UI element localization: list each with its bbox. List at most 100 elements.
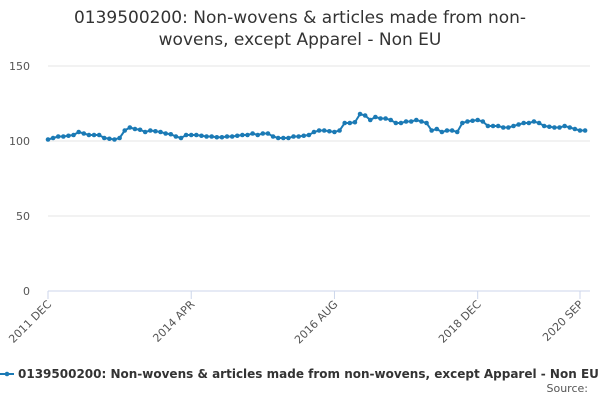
point [255, 132, 261, 138]
point [403, 119, 409, 124]
point [132, 126, 138, 132]
point [383, 116, 388, 121]
point [281, 135, 286, 141]
point [332, 129, 337, 135]
point [158, 129, 163, 135]
point [424, 120, 429, 126]
point [485, 123, 491, 129]
point [582, 128, 588, 133]
x-tick-label: 2014 APR [150, 298, 197, 345]
point [552, 125, 557, 130]
point [444, 128, 450, 133]
point [408, 119, 414, 124]
point [112, 137, 117, 142]
point [286, 135, 291, 141]
point [96, 132, 102, 138]
x-tick-label: 2011 DEC [6, 298, 54, 346]
point [506, 125, 511, 130]
point [577, 128, 583, 133]
point [188, 132, 194, 138]
point [373, 114, 378, 120]
point [142, 129, 148, 135]
point [316, 128, 322, 133]
point [475, 117, 480, 123]
point [245, 132, 250, 138]
point [107, 136, 112, 142]
point [260, 131, 266, 136]
point [516, 122, 521, 127]
point [470, 118, 475, 124]
point [194, 132, 199, 138]
point [449, 128, 455, 133]
point [209, 134, 214, 139]
point [521, 120, 527, 126]
point [511, 123, 516, 129]
point [229, 134, 235, 139]
series-line [47, 112, 586, 141]
source: Source: [547, 382, 589, 395]
point [275, 135, 281, 141]
point [61, 134, 66, 139]
point [81, 131, 87, 136]
point [306, 132, 312, 138]
point [321, 128, 327, 133]
x-tick-label: 2018 DEC [436, 298, 484, 346]
point [434, 126, 440, 132]
point [465, 119, 470, 124]
point [439, 129, 445, 135]
point [327, 128, 332, 134]
point [137, 127, 143, 133]
point [388, 117, 394, 123]
point [178, 135, 184, 141]
point [224, 134, 230, 139]
point [495, 123, 501, 129]
point [536, 120, 542, 126]
point [240, 132, 245, 138]
point [362, 113, 368, 118]
point [148, 128, 153, 133]
point [480, 119, 486, 124]
point [378, 116, 383, 121]
point [301, 133, 307, 139]
point [168, 131, 174, 137]
y-tick-label: 150 [9, 60, 30, 73]
point [101, 135, 107, 141]
point [567, 125, 573, 130]
y-tick-label: 100 [9, 135, 30, 148]
point [76, 129, 81, 135]
point [234, 133, 240, 139]
point [398, 120, 404, 126]
point [541, 123, 547, 129]
point [490, 123, 496, 129]
point [357, 111, 363, 117]
point [45, 137, 51, 142]
legend-label: 0139500200: Non-wovens & articles made f… [18, 367, 599, 381]
point [500, 125, 506, 130]
point [163, 131, 168, 136]
point [531, 119, 537, 124]
point [265, 131, 271, 136]
point [367, 117, 373, 123]
point [250, 131, 255, 136]
point [547, 124, 552, 130]
point [557, 125, 562, 130]
point [55, 134, 61, 139]
point [204, 134, 209, 139]
point [311, 129, 317, 135]
y-tick-label: 50 [16, 210, 30, 223]
point [127, 125, 133, 130]
point [122, 128, 128, 133]
point [71, 132, 76, 138]
point [66, 133, 71, 139]
x-tick-label: 2020 SEP [540, 298, 586, 344]
point [419, 119, 424, 124]
point [153, 128, 158, 134]
point [270, 134, 276, 139]
point [199, 133, 204, 139]
point [352, 119, 358, 125]
point [296, 134, 301, 139]
point [91, 132, 97, 138]
point [86, 132, 92, 138]
